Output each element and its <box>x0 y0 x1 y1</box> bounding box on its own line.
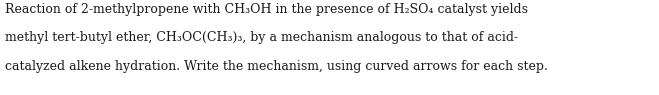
Text: catalyzed alkene hydration. Write the mechanism, using curved arrows for each st: catalyzed alkene hydration. Write the me… <box>5 60 548 73</box>
Text: Reaction of 2-methylpropene with CH₃OH in the presence of H₂SO₄ catalyst yields: Reaction of 2-methylpropene with CH₃OH i… <box>5 3 529 16</box>
Text: methyl tert-butyl ether, CH₃OC(CH₃)₃, by a mechanism analogous to that of acid-: methyl tert-butyl ether, CH₃OC(CH₃)₃, by… <box>5 31 519 44</box>
